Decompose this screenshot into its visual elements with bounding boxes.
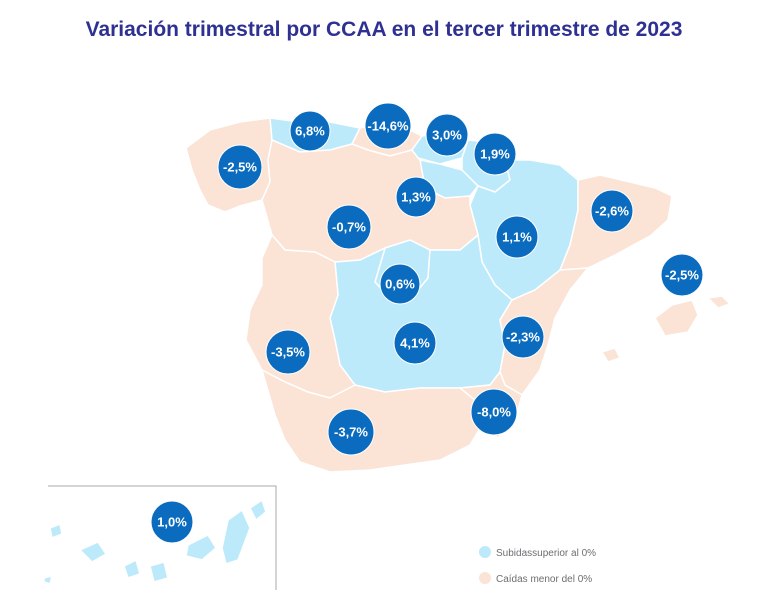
value-badge-label: -0,7% bbox=[332, 220, 366, 235]
value-badge-circle bbox=[470, 388, 518, 436]
value-badge-murcia: -8,0% bbox=[470, 388, 518, 436]
value-badge-pais-vasco: 3,0% bbox=[425, 113, 469, 157]
value-badge-label: 3,0% bbox=[432, 128, 462, 143]
value-badge-castilla-y-leon: -0,7% bbox=[326, 204, 372, 250]
value-badge-asturias: 6,8% bbox=[289, 110, 331, 152]
value-badge-circle bbox=[265, 329, 311, 375]
value-badge-la-rioja: 1,3% bbox=[395, 176, 437, 218]
value-badge-label: -3,5% bbox=[271, 345, 305, 360]
region-canarias[interactable] bbox=[43, 498, 267, 585]
value-badge-canarias: 1,0% bbox=[150, 500, 194, 544]
value-badge-circle bbox=[501, 315, 545, 359]
value-badge-label: 1,1% bbox=[502, 230, 532, 245]
canarias-frame bbox=[48, 485, 277, 590]
value-badge-label: 4,1% bbox=[400, 336, 430, 351]
value-badge-circle bbox=[364, 102, 412, 150]
value-badge-circle bbox=[473, 132, 517, 176]
value-badge-circle bbox=[327, 408, 375, 456]
value-badge-circle bbox=[326, 204, 372, 250]
value-badge-label: 0,6% bbox=[385, 277, 415, 292]
value-badge-label: -8,0% bbox=[477, 405, 511, 420]
value-badge-galicia: -2,5% bbox=[217, 144, 263, 190]
value-badge-extremadura: -3,5% bbox=[265, 329, 311, 375]
regions-layer bbox=[43, 117, 732, 585]
legend-label-decrease: Caídas menor del 0% bbox=[496, 574, 592, 585]
value-badge-navarra: 1,9% bbox=[473, 132, 517, 176]
value-badge-circle bbox=[150, 500, 194, 544]
value-badge-label: -2,5% bbox=[223, 160, 257, 175]
value-badge-circle bbox=[590, 189, 634, 233]
value-badge-circle bbox=[395, 176, 437, 218]
value-badge-label: -2,5% bbox=[665, 268, 699, 283]
region-comunidad-valenciana[interactable] bbox=[499, 267, 590, 396]
value-badge-circle bbox=[379, 263, 421, 305]
value-badge-cantabria: -14,6% bbox=[364, 102, 412, 150]
value-badge-comunidad-valenciana: -2,3% bbox=[501, 315, 545, 359]
value-badge-islas-baleares: -2,5% bbox=[660, 253, 704, 297]
region-islas-baleares[interactable] bbox=[600, 295, 732, 363]
value-badge-circle bbox=[217, 144, 263, 190]
value-badge-label: -14,6% bbox=[367, 119, 409, 134]
value-badge-label: -2,3% bbox=[506, 330, 540, 345]
value-badge-circle bbox=[289, 110, 331, 152]
map-title: Variación trimestral por CCAA en el terc… bbox=[85, 18, 683, 41]
value-badge-label: 6,8% bbox=[295, 124, 325, 139]
legend: Subidassuperior al 0% Caídas menor del 0… bbox=[479, 546, 596, 585]
value-badge-circle bbox=[393, 321, 437, 365]
value-badge-label: -3,7% bbox=[334, 425, 368, 440]
value-badge-label: 1,0% bbox=[157, 515, 187, 530]
value-badge-circle bbox=[660, 253, 704, 297]
value-badge-circle bbox=[425, 113, 469, 157]
value-badge-label: 1,3% bbox=[401, 190, 431, 205]
value-badge-circle bbox=[495, 215, 539, 259]
value-badge-label: 1,9% bbox=[480, 147, 510, 162]
value-badge-label: -2,6% bbox=[595, 204, 629, 219]
legend-swatch-decrease bbox=[479, 572, 491, 584]
legend-swatch-increase bbox=[479, 546, 491, 558]
value-badge-andalucia: -3,7% bbox=[327, 408, 375, 456]
value-badge-madrid: 0,6% bbox=[379, 263, 421, 305]
value-badge-cataluna: -2,6% bbox=[590, 189, 634, 233]
value-badge-aragon: 1,1% bbox=[495, 215, 539, 259]
value-badge-castilla-la-mancha: 4,1% bbox=[393, 321, 437, 365]
legend-label-increase: Subidassuperior al 0% bbox=[496, 548, 596, 559]
value-badges: -2,5% 6,8% -14,6% 3,0% 1,9% 1,3% 1,1% -2,6% -0,7… bbox=[150, 102, 704, 544]
